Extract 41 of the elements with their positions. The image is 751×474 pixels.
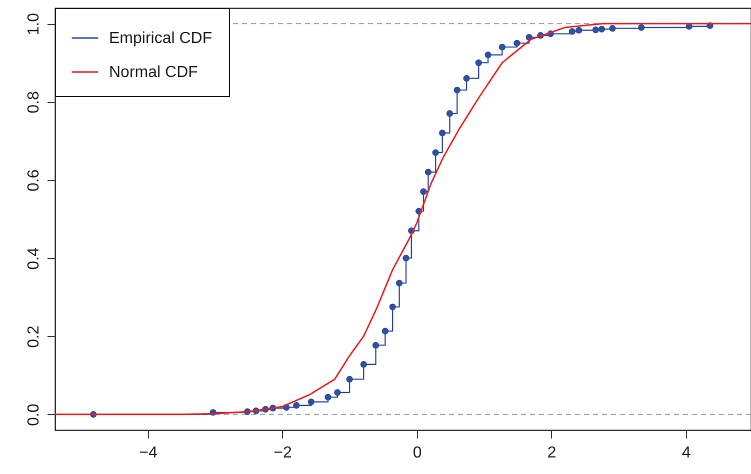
y-tick-label: 1.0 [26, 12, 42, 36]
point [293, 402, 300, 409]
x-tick-label: −4 [139, 444, 158, 462]
x-tick-label: 2 [547, 444, 556, 462]
point [446, 110, 454, 117]
point [372, 342, 380, 349]
x-tick-label: −2 [274, 444, 292, 462]
point [475, 59, 482, 66]
point [484, 52, 492, 58]
point [609, 24, 616, 32]
x-tick-label: 4 [682, 444, 691, 462]
point [438, 130, 446, 136]
y-tick-label: 0.8 [26, 91, 42, 114]
point [420, 188, 427, 195]
y-tick-label: 0.2 [26, 326, 42, 348]
y-tick-label: 0.6 [26, 169, 42, 192]
point [382, 328, 389, 334]
point [424, 168, 432, 176]
point [498, 44, 506, 50]
point [324, 394, 332, 401]
point [575, 26, 582, 34]
point [360, 361, 368, 368]
point [346, 376, 353, 383]
point [463, 74, 470, 82]
point [454, 86, 460, 94]
point [638, 24, 645, 31]
point [402, 254, 410, 262]
legend-label: Normal CDF [109, 64, 198, 81]
x-tick-label: 0 [412, 444, 422, 462]
point [308, 398, 315, 406]
y-tick-label: 0.0 [26, 404, 42, 426]
point [514, 40, 520, 47]
point [598, 26, 606, 32]
point [568, 28, 576, 35]
point [389, 304, 396, 310]
y-tick-label: 0.4 [26, 247, 42, 270]
point [334, 389, 341, 396]
legend-label: Empirical CDF [109, 30, 212, 47]
point [432, 149, 439, 156]
point [592, 26, 600, 34]
point [396, 280, 403, 286]
